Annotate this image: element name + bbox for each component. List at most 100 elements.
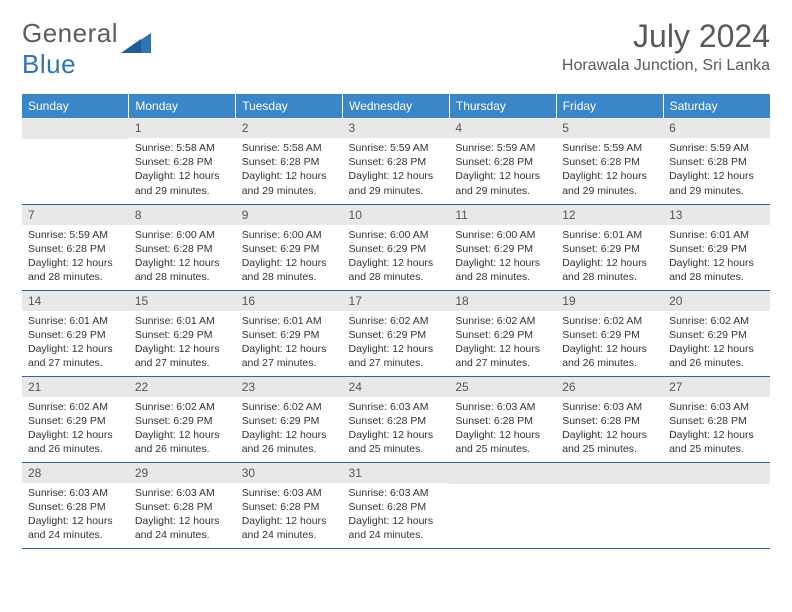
calendar-day-cell: 26Sunrise: 6:03 AMSunset: 6:28 PMDayligh… (556, 376, 663, 462)
calendar-week-row: 7Sunrise: 5:59 AMSunset: 6:28 PMDaylight… (22, 204, 770, 290)
weekday-header: Saturday (663, 94, 770, 118)
day-number: 15 (129, 291, 236, 311)
day-number-empty (449, 463, 556, 484)
day-number: 22 (129, 377, 236, 397)
day-data: Sunrise: 6:00 AMSunset: 6:29 PMDaylight:… (236, 225, 343, 290)
day-number: 19 (556, 291, 663, 311)
location: Horawala Junction, Sri Lanka (562, 57, 770, 75)
day-number: 7 (22, 205, 129, 225)
logo: General Blue (22, 18, 151, 80)
calendar-day-cell (449, 462, 556, 548)
day-number: 30 (236, 463, 343, 483)
day-data: Sunrise: 5:59 AMSunset: 6:28 PMDaylight:… (343, 138, 450, 203)
calendar-day-cell (556, 462, 663, 548)
header: General Blue July 2024 Horawala Junction… (22, 18, 770, 80)
day-data: Sunrise: 6:03 AMSunset: 6:28 PMDaylight:… (343, 483, 450, 548)
day-number: 23 (236, 377, 343, 397)
day-number: 20 (663, 291, 770, 311)
day-data: Sunrise: 6:00 AMSunset: 6:29 PMDaylight:… (449, 225, 556, 290)
logo-part2: Blue (22, 49, 76, 79)
weekday-header: Tuesday (236, 94, 343, 118)
day-data: Sunrise: 5:59 AMSunset: 6:28 PMDaylight:… (449, 138, 556, 203)
day-data: Sunrise: 6:01 AMSunset: 6:29 PMDaylight:… (22, 311, 129, 376)
weekday-header: Friday (556, 94, 663, 118)
day-data: Sunrise: 6:03 AMSunset: 6:28 PMDaylight:… (22, 483, 129, 548)
calendar-day-cell: 6Sunrise: 5:59 AMSunset: 6:28 PMDaylight… (663, 118, 770, 204)
calendar-day-cell: 5Sunrise: 5:59 AMSunset: 6:28 PMDaylight… (556, 118, 663, 204)
calendar-week-row: 28Sunrise: 6:03 AMSunset: 6:28 PMDayligh… (22, 462, 770, 548)
calendar-day-cell: 30Sunrise: 6:03 AMSunset: 6:28 PMDayligh… (236, 462, 343, 548)
calendar-day-cell: 20Sunrise: 6:02 AMSunset: 6:29 PMDayligh… (663, 290, 770, 376)
calendar-body: 1Sunrise: 5:58 AMSunset: 6:28 PMDaylight… (22, 118, 770, 548)
day-data: Sunrise: 6:02 AMSunset: 6:29 PMDaylight:… (22, 397, 129, 462)
weekday-header-row: SundayMondayTuesdayWednesdayThursdayFrid… (22, 94, 770, 118)
calendar-table: SundayMondayTuesdayWednesdayThursdayFrid… (22, 94, 770, 549)
day-data: Sunrise: 6:02 AMSunset: 6:29 PMDaylight:… (449, 311, 556, 376)
day-data: Sunrise: 6:03 AMSunset: 6:28 PMDaylight:… (663, 397, 770, 462)
day-number: 29 (129, 463, 236, 483)
calendar-day-cell (663, 462, 770, 548)
day-data: Sunrise: 5:58 AMSunset: 6:28 PMDaylight:… (236, 138, 343, 203)
day-number: 1 (129, 118, 236, 138)
day-number: 4 (449, 118, 556, 138)
calendar-week-row: 1Sunrise: 5:58 AMSunset: 6:28 PMDaylight… (22, 118, 770, 204)
day-number: 12 (556, 205, 663, 225)
day-data: Sunrise: 6:02 AMSunset: 6:29 PMDaylight:… (236, 397, 343, 462)
day-number: 3 (343, 118, 450, 138)
logo-part1: General (22, 18, 118, 48)
day-number: 28 (22, 463, 129, 483)
calendar-day-cell: 13Sunrise: 6:01 AMSunset: 6:29 PMDayligh… (663, 204, 770, 290)
day-data: Sunrise: 6:01 AMSunset: 6:29 PMDaylight:… (236, 311, 343, 376)
logo-text: General Blue (22, 18, 118, 80)
day-number-empty (556, 463, 663, 484)
logo-triangle-icon (121, 33, 151, 62)
weekday-header: Thursday (449, 94, 556, 118)
calendar-day-cell: 1Sunrise: 5:58 AMSunset: 6:28 PMDaylight… (129, 118, 236, 204)
day-data: Sunrise: 6:03 AMSunset: 6:28 PMDaylight:… (236, 483, 343, 548)
day-data: Sunrise: 6:00 AMSunset: 6:28 PMDaylight:… (129, 225, 236, 290)
day-number: 9 (236, 205, 343, 225)
calendar-day-cell: 4Sunrise: 5:59 AMSunset: 6:28 PMDaylight… (449, 118, 556, 204)
calendar-day-cell: 29Sunrise: 6:03 AMSunset: 6:28 PMDayligh… (129, 462, 236, 548)
day-number: 26 (556, 377, 663, 397)
calendar-day-cell: 7Sunrise: 5:59 AMSunset: 6:28 PMDaylight… (22, 204, 129, 290)
day-number: 25 (449, 377, 556, 397)
calendar-day-cell: 16Sunrise: 6:01 AMSunset: 6:29 PMDayligh… (236, 290, 343, 376)
day-data: Sunrise: 6:02 AMSunset: 6:29 PMDaylight:… (556, 311, 663, 376)
day-data: Sunrise: 6:03 AMSunset: 6:28 PMDaylight:… (343, 397, 450, 462)
day-number: 14 (22, 291, 129, 311)
day-data: Sunrise: 5:59 AMSunset: 6:28 PMDaylight:… (663, 138, 770, 203)
day-number-empty (663, 463, 770, 484)
day-number: 2 (236, 118, 343, 138)
calendar-week-row: 14Sunrise: 6:01 AMSunset: 6:29 PMDayligh… (22, 290, 770, 376)
day-number: 6 (663, 118, 770, 138)
day-number: 24 (343, 377, 450, 397)
day-number: 8 (129, 205, 236, 225)
calendar-day-cell: 22Sunrise: 6:02 AMSunset: 6:29 PMDayligh… (129, 376, 236, 462)
calendar-day-cell: 25Sunrise: 6:03 AMSunset: 6:28 PMDayligh… (449, 376, 556, 462)
calendar-day-cell: 23Sunrise: 6:02 AMSunset: 6:29 PMDayligh… (236, 376, 343, 462)
day-data: Sunrise: 6:02 AMSunset: 6:29 PMDaylight:… (129, 397, 236, 462)
day-data: Sunrise: 6:03 AMSunset: 6:28 PMDaylight:… (556, 397, 663, 462)
day-number: 31 (343, 463, 450, 483)
month-title: July 2024 (562, 18, 770, 55)
day-data: Sunrise: 6:00 AMSunset: 6:29 PMDaylight:… (343, 225, 450, 290)
day-data: Sunrise: 6:03 AMSunset: 6:28 PMDaylight:… (449, 397, 556, 462)
calendar-day-cell: 8Sunrise: 6:00 AMSunset: 6:28 PMDaylight… (129, 204, 236, 290)
day-data: Sunrise: 6:01 AMSunset: 6:29 PMDaylight:… (129, 311, 236, 376)
calendar-day-cell: 3Sunrise: 5:59 AMSunset: 6:28 PMDaylight… (343, 118, 450, 204)
calendar-day-cell: 2Sunrise: 5:58 AMSunset: 6:28 PMDaylight… (236, 118, 343, 204)
calendar-day-cell: 21Sunrise: 6:02 AMSunset: 6:29 PMDayligh… (22, 376, 129, 462)
day-number: 16 (236, 291, 343, 311)
day-number: 5 (556, 118, 663, 138)
day-data: Sunrise: 6:02 AMSunset: 6:29 PMDaylight:… (343, 311, 450, 376)
day-number: 27 (663, 377, 770, 397)
day-number: 10 (343, 205, 450, 225)
day-data: Sunrise: 6:01 AMSunset: 6:29 PMDaylight:… (556, 225, 663, 290)
day-number: 18 (449, 291, 556, 311)
calendar-day-cell: 9Sunrise: 6:00 AMSunset: 6:29 PMDaylight… (236, 204, 343, 290)
weekday-header: Wednesday (343, 94, 450, 118)
calendar-day-cell: 15Sunrise: 6:01 AMSunset: 6:29 PMDayligh… (129, 290, 236, 376)
calendar-day-cell: 11Sunrise: 6:00 AMSunset: 6:29 PMDayligh… (449, 204, 556, 290)
title-block: July 2024 Horawala Junction, Sri Lanka (562, 18, 770, 75)
